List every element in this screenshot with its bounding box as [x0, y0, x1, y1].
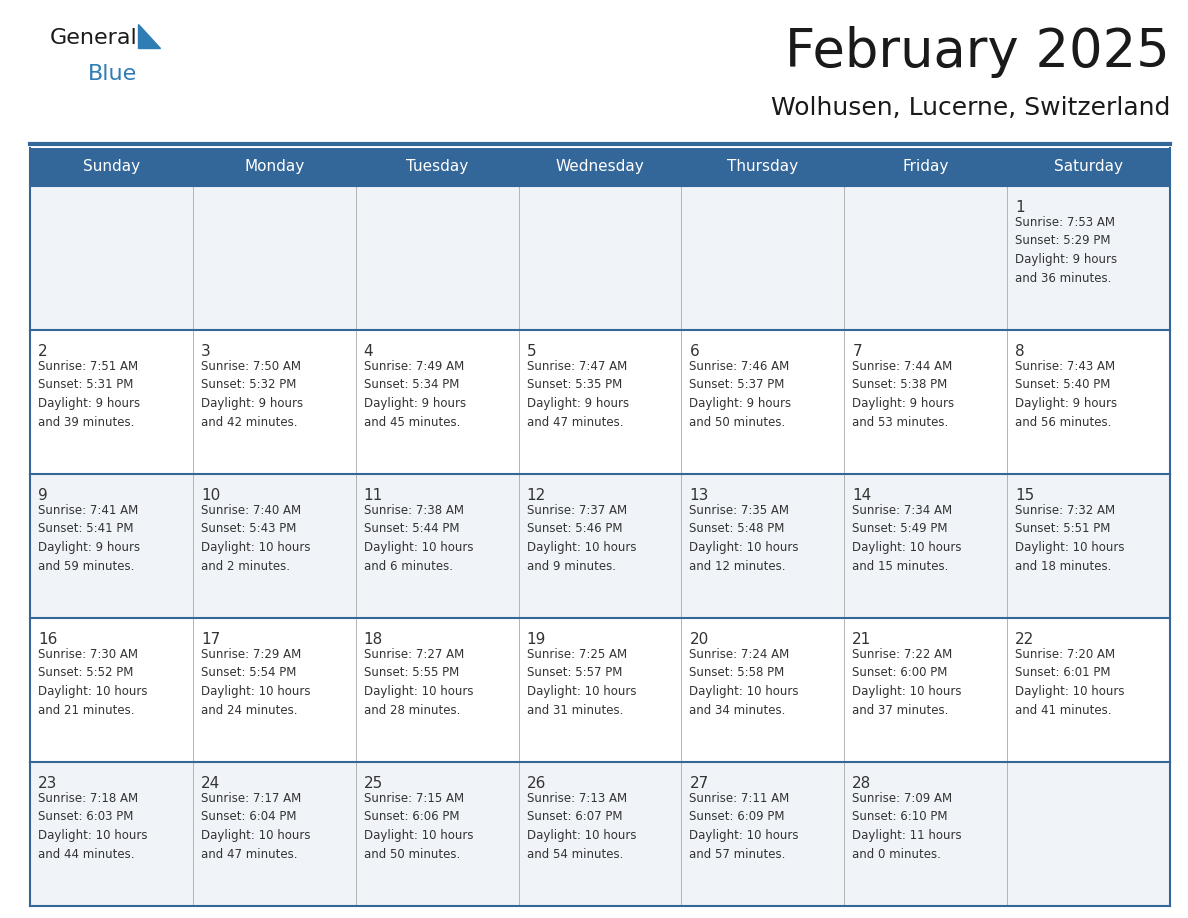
Text: 26: 26: [526, 776, 546, 791]
Text: Sunrise: 7:40 AM
Sunset: 5:43 PM
Daylight: 10 hours
and 2 minutes.: Sunrise: 7:40 AM Sunset: 5:43 PM Dayligh…: [201, 504, 310, 573]
Text: Sunrise: 7:27 AM
Sunset: 5:55 PM
Daylight: 10 hours
and 28 minutes.: Sunrise: 7:27 AM Sunset: 5:55 PM Dayligh…: [364, 648, 473, 717]
Text: 27: 27: [689, 776, 709, 791]
Text: Sunrise: 7:44 AM
Sunset: 5:38 PM
Daylight: 9 hours
and 53 minutes.: Sunrise: 7:44 AM Sunset: 5:38 PM Dayligh…: [852, 360, 954, 429]
Text: Sunrise: 7:25 AM
Sunset: 5:57 PM
Daylight: 10 hours
and 31 minutes.: Sunrise: 7:25 AM Sunset: 5:57 PM Dayligh…: [526, 648, 636, 717]
Text: 3: 3: [201, 344, 210, 359]
Text: 24: 24: [201, 776, 220, 791]
Text: Sunrise: 7:41 AM
Sunset: 5:41 PM
Daylight: 9 hours
and 59 minutes.: Sunrise: 7:41 AM Sunset: 5:41 PM Dayligh…: [38, 504, 140, 573]
Text: Sunrise: 7:46 AM
Sunset: 5:37 PM
Daylight: 9 hours
and 50 minutes.: Sunrise: 7:46 AM Sunset: 5:37 PM Dayligh…: [689, 360, 791, 429]
Text: 7: 7: [852, 344, 862, 359]
Text: 21: 21: [852, 632, 872, 647]
Text: Sunrise: 7:20 AM
Sunset: 6:01 PM
Daylight: 10 hours
and 41 minutes.: Sunrise: 7:20 AM Sunset: 6:01 PM Dayligh…: [1015, 648, 1125, 717]
Text: Thursday: Thursday: [727, 160, 798, 174]
Bar: [30, 148, 1170, 186]
Text: Sunrise: 7:35 AM
Sunset: 5:48 PM
Daylight: 10 hours
and 12 minutes.: Sunrise: 7:35 AM Sunset: 5:48 PM Dayligh…: [689, 504, 798, 573]
Text: Sunrise: 7:49 AM
Sunset: 5:34 PM
Daylight: 9 hours
and 45 minutes.: Sunrise: 7:49 AM Sunset: 5:34 PM Dayligh…: [364, 360, 466, 429]
Text: 4: 4: [364, 344, 373, 359]
Text: Sunrise: 7:11 AM
Sunset: 6:09 PM
Daylight: 10 hours
and 57 minutes.: Sunrise: 7:11 AM Sunset: 6:09 PM Dayligh…: [689, 792, 798, 860]
Text: Sunrise: 7:09 AM
Sunset: 6:10 PM
Daylight: 11 hours
and 0 minutes.: Sunrise: 7:09 AM Sunset: 6:10 PM Dayligh…: [852, 792, 962, 860]
Text: 5: 5: [526, 344, 536, 359]
Text: 14: 14: [852, 488, 872, 503]
Text: Sunrise: 7:51 AM
Sunset: 5:31 PM
Daylight: 9 hours
and 39 minutes.: Sunrise: 7:51 AM Sunset: 5:31 PM Dayligh…: [38, 360, 140, 429]
Text: February 2025: February 2025: [785, 26, 1170, 78]
Text: Sunday: Sunday: [83, 160, 140, 174]
Polygon shape: [138, 24, 160, 48]
Text: 6: 6: [689, 344, 700, 359]
Text: Tuesday: Tuesday: [406, 160, 468, 174]
Bar: [30, 618, 1170, 762]
Text: Sunrise: 7:47 AM
Sunset: 5:35 PM
Daylight: 9 hours
and 47 minutes.: Sunrise: 7:47 AM Sunset: 5:35 PM Dayligh…: [526, 360, 628, 429]
Text: Sunrise: 7:50 AM
Sunset: 5:32 PM
Daylight: 9 hours
and 42 minutes.: Sunrise: 7:50 AM Sunset: 5:32 PM Dayligh…: [201, 360, 303, 429]
Text: Sunrise: 7:30 AM
Sunset: 5:52 PM
Daylight: 10 hours
and 21 minutes.: Sunrise: 7:30 AM Sunset: 5:52 PM Dayligh…: [38, 648, 147, 717]
Text: 28: 28: [852, 776, 872, 791]
Bar: [30, 330, 1170, 474]
Text: Sunrise: 7:22 AM
Sunset: 6:00 PM
Daylight: 10 hours
and 37 minutes.: Sunrise: 7:22 AM Sunset: 6:00 PM Dayligh…: [852, 648, 962, 717]
Text: 25: 25: [364, 776, 383, 791]
Bar: [30, 762, 1170, 906]
Text: Friday: Friday: [903, 160, 949, 174]
Text: 15: 15: [1015, 488, 1035, 503]
Text: Sunrise: 7:38 AM
Sunset: 5:44 PM
Daylight: 10 hours
and 6 minutes.: Sunrise: 7:38 AM Sunset: 5:44 PM Dayligh…: [364, 504, 473, 573]
Text: 1: 1: [1015, 200, 1025, 215]
Text: Sunrise: 7:18 AM
Sunset: 6:03 PM
Daylight: 10 hours
and 44 minutes.: Sunrise: 7:18 AM Sunset: 6:03 PM Dayligh…: [38, 792, 147, 860]
Text: 17: 17: [201, 632, 220, 647]
Text: Wolhusen, Lucerne, Switzerland: Wolhusen, Lucerne, Switzerland: [771, 96, 1170, 120]
Text: 18: 18: [364, 632, 383, 647]
Text: Sunrise: 7:15 AM
Sunset: 6:06 PM
Daylight: 10 hours
and 50 minutes.: Sunrise: 7:15 AM Sunset: 6:06 PM Dayligh…: [364, 792, 473, 860]
Text: Saturday: Saturday: [1054, 160, 1123, 174]
Text: Monday: Monday: [245, 160, 304, 174]
Text: Sunrise: 7:24 AM
Sunset: 5:58 PM
Daylight: 10 hours
and 34 minutes.: Sunrise: 7:24 AM Sunset: 5:58 PM Dayligh…: [689, 648, 798, 717]
Text: Wednesday: Wednesday: [556, 160, 644, 174]
Bar: [30, 474, 1170, 618]
Text: Sunrise: 7:37 AM
Sunset: 5:46 PM
Daylight: 10 hours
and 9 minutes.: Sunrise: 7:37 AM Sunset: 5:46 PM Dayligh…: [526, 504, 636, 573]
Text: General: General: [50, 28, 138, 48]
Bar: [30, 186, 1170, 330]
Text: 22: 22: [1015, 632, 1035, 647]
Text: Blue: Blue: [88, 64, 138, 84]
Text: Sunrise: 7:53 AM
Sunset: 5:29 PM
Daylight: 9 hours
and 36 minutes.: Sunrise: 7:53 AM Sunset: 5:29 PM Dayligh…: [1015, 216, 1117, 285]
Text: 12: 12: [526, 488, 545, 503]
Text: Sunrise: 7:32 AM
Sunset: 5:51 PM
Daylight: 10 hours
and 18 minutes.: Sunrise: 7:32 AM Sunset: 5:51 PM Dayligh…: [1015, 504, 1125, 573]
Text: 16: 16: [38, 632, 57, 647]
Text: 2: 2: [38, 344, 48, 359]
Text: 11: 11: [364, 488, 383, 503]
Text: 13: 13: [689, 488, 709, 503]
Text: 10: 10: [201, 488, 220, 503]
Text: 23: 23: [38, 776, 57, 791]
Text: Sunrise: 7:34 AM
Sunset: 5:49 PM
Daylight: 10 hours
and 15 minutes.: Sunrise: 7:34 AM Sunset: 5:49 PM Dayligh…: [852, 504, 962, 573]
Text: 9: 9: [38, 488, 48, 503]
Text: Sunrise: 7:17 AM
Sunset: 6:04 PM
Daylight: 10 hours
and 47 minutes.: Sunrise: 7:17 AM Sunset: 6:04 PM Dayligh…: [201, 792, 310, 860]
Text: Sunrise: 7:43 AM
Sunset: 5:40 PM
Daylight: 9 hours
and 56 minutes.: Sunrise: 7:43 AM Sunset: 5:40 PM Dayligh…: [1015, 360, 1117, 429]
Text: 20: 20: [689, 632, 709, 647]
Text: Sunrise: 7:29 AM
Sunset: 5:54 PM
Daylight: 10 hours
and 24 minutes.: Sunrise: 7:29 AM Sunset: 5:54 PM Dayligh…: [201, 648, 310, 717]
Text: 19: 19: [526, 632, 546, 647]
Text: Sunrise: 7:13 AM
Sunset: 6:07 PM
Daylight: 10 hours
and 54 minutes.: Sunrise: 7:13 AM Sunset: 6:07 PM Dayligh…: [526, 792, 636, 860]
Text: 8: 8: [1015, 344, 1025, 359]
